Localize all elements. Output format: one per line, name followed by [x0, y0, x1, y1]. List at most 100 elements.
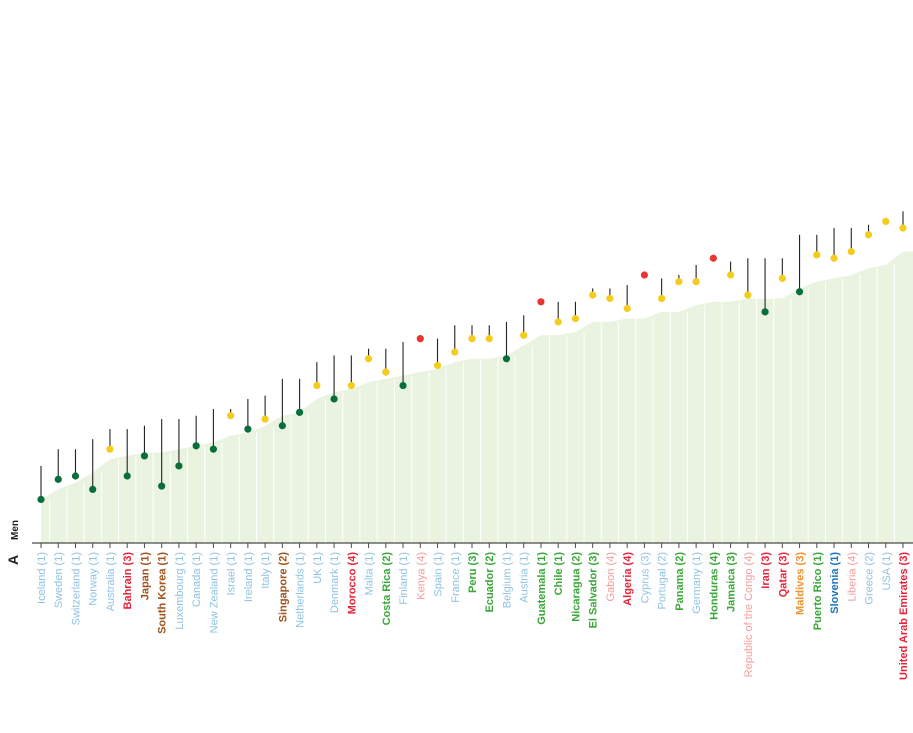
- data-point: [244, 425, 252, 433]
- data-point: [175, 462, 183, 470]
- data-point: [192, 442, 200, 450]
- area-layer: [41, 251, 913, 544]
- data-point: [882, 217, 890, 225]
- country-label: Panama (2): [674, 552, 686, 611]
- country-label: Chile (1): [553, 552, 565, 596]
- data-point: [899, 224, 907, 232]
- country-label: Cyprus (3): [639, 552, 651, 603]
- country-label: Israel (1): [226, 552, 238, 595]
- country-label: El Salvador (3): [588, 552, 600, 629]
- country-label: UK (1): [312, 552, 324, 584]
- background-area: [41, 251, 913, 544]
- x-axis: [32, 542, 913, 548]
- country-label: South Korea (1): [157, 552, 169, 634]
- data-point: [89, 485, 97, 493]
- data-point: [623, 304, 631, 313]
- country-label: Canada (1): [191, 552, 203, 607]
- country-label: Japan (1): [139, 552, 151, 601]
- data-point: [261, 415, 269, 423]
- country-label: Kenya (4): [415, 552, 427, 600]
- data-point: [451, 348, 459, 356]
- data-point: [106, 445, 114, 453]
- country-label: Slovenia (1): [829, 552, 841, 614]
- country-label: Portugal (2): [657, 552, 669, 609]
- data-point: [744, 291, 752, 299]
- data-point: [209, 445, 217, 453]
- country-label: Nicaragua (2): [570, 552, 582, 622]
- country-label: Norway (1): [88, 552, 100, 606]
- data-point: [847, 247, 855, 256]
- country-label: Austria (1): [519, 552, 531, 603]
- country-label: Algeria (4): [622, 552, 634, 606]
- data-point: [502, 355, 511, 363]
- country-label: Jamaica (3): [726, 552, 738, 612]
- country-label: Guatemala (1): [536, 552, 548, 625]
- country-label: Belgium (1): [501, 552, 513, 608]
- data-point: [727, 271, 735, 279]
- country-label: Bahrain (3): [122, 552, 134, 610]
- country-label: Costa Rica (2): [381, 552, 393, 626]
- country-label: Liberia (4): [846, 552, 858, 602]
- country-label: Netherlands (1): [295, 552, 307, 628]
- panel-subtitle: Men: [10, 520, 21, 540]
- country-label: Maldives (3): [795, 552, 807, 615]
- panel-title: A Men: [5, 520, 21, 565]
- country-label: USA (1): [881, 552, 893, 591]
- country-label: Republic of the Congo (4): [743, 552, 755, 677]
- country-label: United Arab Emirates (3): [898, 552, 910, 680]
- country-label: Honduras (4): [708, 552, 720, 620]
- country-label: Sweden (1): [53, 552, 65, 608]
- panel-letter: A: [5, 555, 21, 565]
- data-point: [692, 278, 700, 286]
- data-point: [830, 254, 838, 262]
- data-point: [71, 472, 80, 480]
- data-point: [864, 231, 873, 239]
- country-label: Singapore (2): [277, 552, 289, 623]
- country-label: New Zealand (1): [208, 552, 220, 633]
- data-point: [606, 294, 614, 303]
- country-label: Iceland (1): [36, 552, 48, 604]
- data-point: [589, 291, 597, 299]
- data-point: [433, 361, 442, 370]
- data-point: [468, 335, 476, 343]
- data-point: [123, 472, 131, 480]
- country-label: Italy (1): [260, 552, 272, 589]
- data-point: [140, 452, 149, 460]
- data-point: [37, 495, 45, 504]
- country-label: Qatar (3): [777, 552, 789, 598]
- dot-layer: [37, 217, 907, 504]
- data-point: [278, 422, 286, 430]
- data-point: [520, 331, 528, 339]
- data-point: [778, 274, 786, 282]
- data-point: [296, 408, 304, 416]
- data-point: [709, 254, 717, 262]
- data-point: [416, 335, 424, 343]
- country-label: Gabon (4): [605, 552, 617, 602]
- data-point: [537, 298, 545, 306]
- data-point: [795, 288, 804, 296]
- country-label: Morocco (4): [346, 552, 358, 615]
- data-point: [227, 412, 235, 420]
- gridline-layer: [49, 264, 895, 543]
- data-point: [571, 314, 580, 323]
- country-label-layer: Iceland (1) Sweden (1) Switzerland (1) Norw…: [36, 552, 910, 680]
- country-label: Peru (3): [467, 552, 479, 593]
- country-label: Finland (1): [398, 552, 410, 605]
- country-label: Germany (1): [691, 552, 703, 614]
- country-label: Switzerland (1): [70, 552, 82, 625]
- country-label: Iran (3): [760, 552, 772, 589]
- data-point: [675, 278, 683, 286]
- data-point: [658, 294, 666, 303]
- data-point: [347, 381, 355, 390]
- country-label: Australia (1): [105, 552, 117, 611]
- data-point: [485, 335, 493, 343]
- country-label: Spain (1): [433, 552, 445, 597]
- country-label: Denmark (1): [329, 552, 341, 613]
- country-label: Malta (1): [364, 552, 376, 595]
- country-label: Puerto Rico (1): [812, 552, 824, 631]
- data-point: [640, 271, 649, 279]
- data-point: [158, 482, 166, 490]
- data-point: [813, 251, 821, 259]
- country-label: Greece (2): [864, 552, 876, 605]
